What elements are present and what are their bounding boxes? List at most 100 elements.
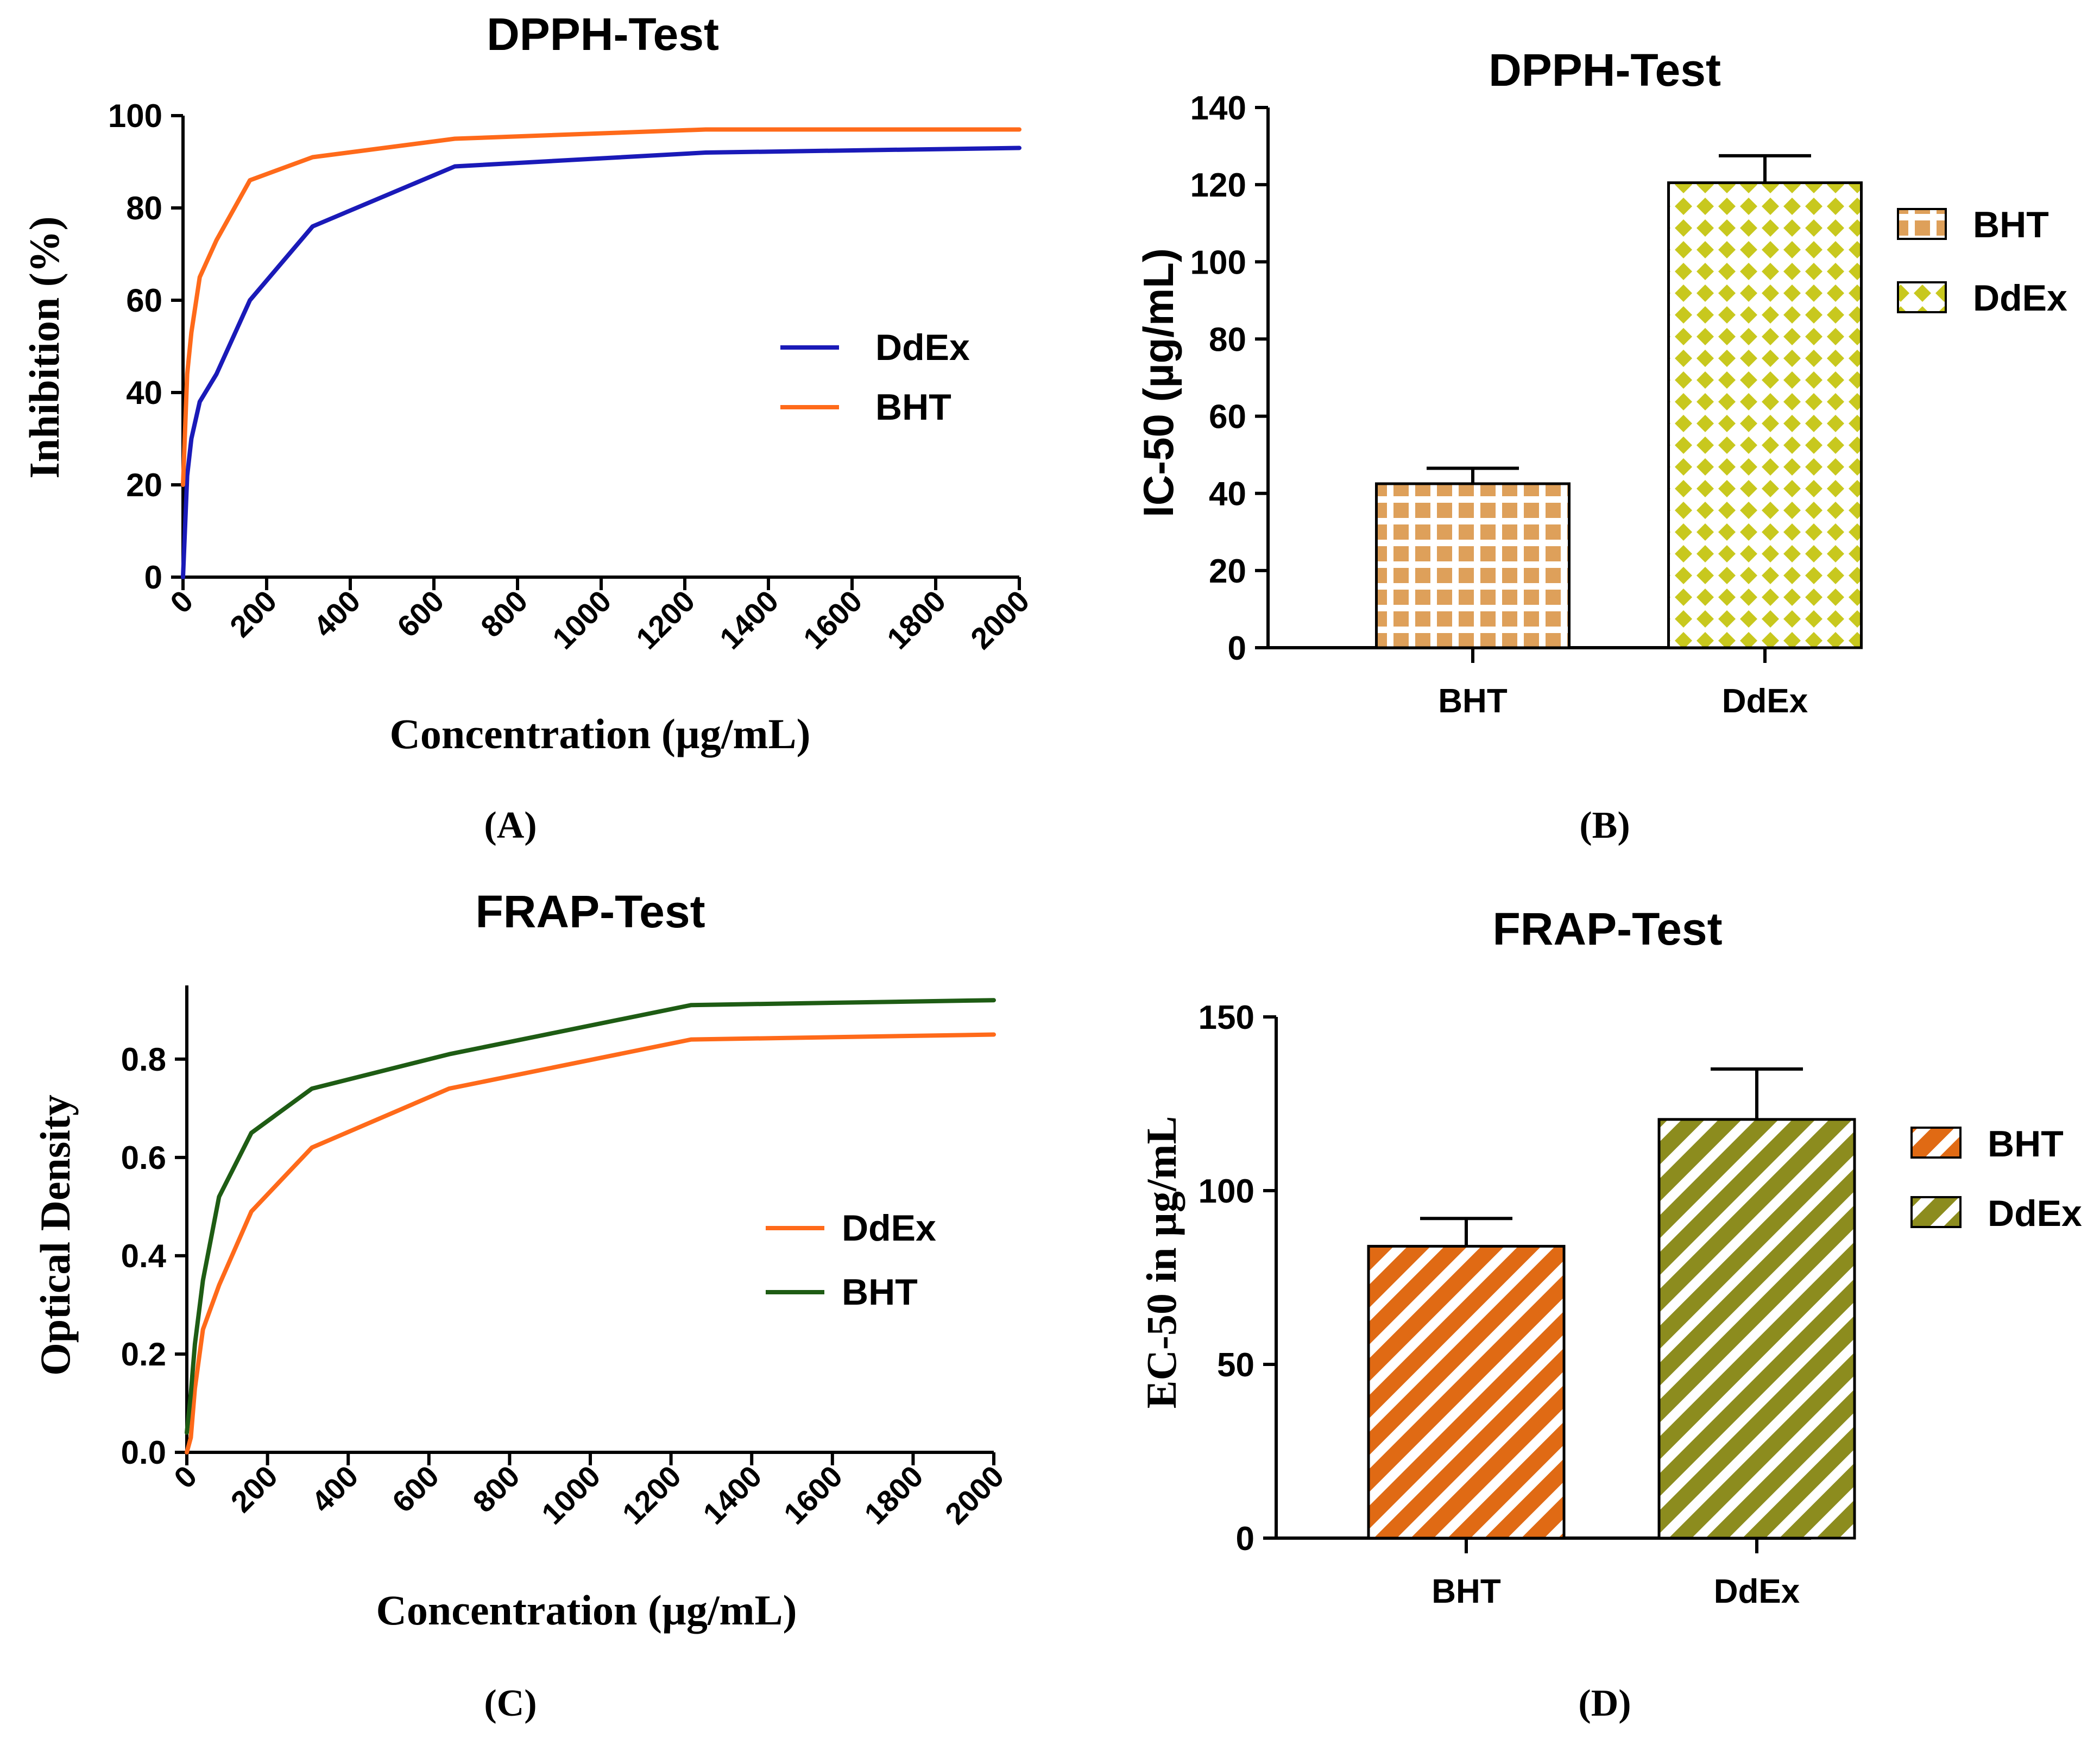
panel-b-y-tick-label: 100 — [1190, 244, 1246, 281]
panel-b-legend-bht: BHT — [1973, 204, 2049, 245]
panel-d-legend-ddex: DdEx — [1988, 1193, 2082, 1234]
panel-a-x-tick-label: 1800 — [880, 584, 953, 656]
panel-a-line-chart: DPPH-Test 0 20 40 60 80 100 0 200 400 600 800 1000… — [21, 9, 1036, 846]
panel-c-x-tick-label: 600 — [386, 1459, 446, 1519]
panel-c-label: (C) — [484, 1683, 537, 1724]
panel-a-y-tick-label: 20 — [126, 467, 162, 503]
panel-d-bars: BHT DdEx — [1367, 1067, 1856, 1610]
panel-d-legend-bht: BHT — [1988, 1123, 2064, 1165]
panel-b-legend-swatch-bht — [1897, 208, 1947, 240]
panel-d-x-tick-label: DdEx — [1714, 1573, 1800, 1610]
panel-b-x-tick-label: BHT — [1438, 682, 1508, 720]
panel-c-x-tick-label: 1000 — [535, 1459, 607, 1531]
panel-d-y-tick-label: 50 — [1217, 1346, 1254, 1384]
panel-a-legend: DdEx BHT — [780, 327, 970, 428]
panel-a-line-bht — [181, 127, 1021, 487]
panel-d-y-tick-label: 150 — [1199, 999, 1254, 1036]
panel-d-title: FRAP-Test — [1492, 903, 1722, 954]
panel-d-bar-ddex — [1657, 1118, 1856, 1540]
panel-b-legend-ddex: DdEx — [1973, 277, 2067, 319]
panel-b-legend-swatch-ddex — [1897, 281, 1947, 313]
panel-c-line-ddex — [185, 1032, 996, 1455]
panel-a-series — [181, 127, 1021, 579]
panel-a-line-ddex — [181, 146, 1021, 579]
panel-a-y-tick-label: 80 — [126, 190, 162, 226]
panel-b-y-tick-label: 20 — [1209, 553, 1246, 590]
panel-a-y-tick-label: 40 — [126, 375, 162, 411]
panel-b-y-tick-label: 60 — [1209, 399, 1246, 436]
panel-c-legend: DdEx BHT — [766, 1207, 936, 1313]
panel-b-bar-bht — [1375, 482, 1571, 649]
panel-d-legend: BHT DdEx — [1910, 1123, 2082, 1234]
panel-c-x-tick-label: 800 — [466, 1459, 526, 1519]
panel-c-y-tick-label: 0.2 — [121, 1336, 166, 1373]
panel-c-series — [185, 998, 996, 1455]
panel-b-y-tick-label: 80 — [1209, 321, 1246, 358]
panel-a-xlabel: Concentration (µg/mL) — [389, 710, 810, 757]
panel-c-x-tick-label: 1400 — [696, 1459, 768, 1531]
panel-d-ylabel: EC-50 in µg/mL — [1138, 1116, 1185, 1409]
panel-b-title: DPPH-Test — [1489, 45, 1721, 96]
panel-a-label: (A) — [484, 805, 537, 846]
panel-a-ylabel: Inhibition (%) — [21, 216, 68, 478]
panel-c-xlabel: Concentration (µg/mL) — [376, 1586, 797, 1634]
panel-a-x-tick-label: 800 — [474, 584, 534, 644]
panel-d-legend-swatch-bht — [1910, 1127, 1962, 1159]
panel-b-y-ticks: 0 20 40 60 80 100 120 140 — [1190, 90, 1268, 667]
panel-a-legend-ddex: DdEx — [875, 327, 970, 368]
panel-c-x-tick-label: 1800 — [857, 1459, 930, 1531]
panel-a-x-tick-label: 1600 — [797, 584, 869, 656]
panel-c-legend-ddex: DdEx — [842, 1207, 936, 1249]
panel-c-x-tick-label: 1200 — [615, 1459, 688, 1531]
panel-c-y-tick-label: 0.0 — [121, 1434, 166, 1471]
panel-c-y-tick-label: 0.4 — [121, 1238, 167, 1274]
panel-b-x-tick-label: DdEx — [1722, 682, 1808, 720]
panel-a-x-tick-label: 600 — [390, 584, 451, 644]
panel-c-y-ticks: 0.0 0.2 0.4 0.6 0.8 — [121, 1041, 187, 1471]
panel-a-title: DPPH-Test — [487, 9, 719, 60]
panel-b-ylabel: IC-50 (µg/mL) — [1134, 248, 1182, 517]
panel-d-y-ticks: 0 50 100 150 — [1199, 999, 1276, 1558]
panel-c-x-tick-label: 2000 — [938, 1459, 1011, 1531]
panel-d-label: (D) — [1578, 1683, 1631, 1724]
panel-d-y-tick-label: 100 — [1199, 1173, 1254, 1210]
panel-a-x-tick-label: 1000 — [546, 584, 618, 656]
panel-b-y-tick-label: 0 — [1228, 630, 1246, 667]
panel-a-x-tick-label: 200 — [223, 584, 283, 644]
panel-a-y-tick-label: 60 — [126, 282, 162, 319]
panel-c-ylabel: Optical Density — [31, 1095, 79, 1376]
panel-c-line-bht — [185, 998, 996, 1435]
panel-c-title: FRAP-Test — [475, 886, 705, 937]
panel-c-x-tick-label: 1600 — [777, 1459, 849, 1531]
panel-a-legend-bht: BHT — [875, 387, 951, 428]
panel-a-y-tick-label: 100 — [108, 98, 162, 134]
panel-c-x-tick-label: 400 — [305, 1459, 365, 1519]
panel-b-y-tick-label: 140 — [1190, 90, 1246, 127]
panel-c-y-tick-label: 0.8 — [121, 1041, 166, 1078]
panel-b-y-tick-label: 40 — [1209, 476, 1246, 513]
panel-a-y-tick-label: 0 — [144, 559, 162, 596]
panel-a-x-ticks: 0 200 400 600 800 1000 1200 1400 1600 1800 2000 — [163, 577, 1036, 656]
panel-d-legend-swatch-ddex — [1910, 1196, 1962, 1228]
panel-a-y-ticks: 0 20 40 60 80 100 — [108, 98, 183, 596]
panel-a-x-tick-label: 2000 — [964, 584, 1036, 656]
panel-c-line-chart: FRAP-Test 0.00.20.40.60.8 0 200 400 600 800 1… — [31, 886, 1010, 1724]
panel-d-bar-chart: FRAP-Test 0 50 100 150 BHT DdEx EC-50 in µg/… — [1138, 903, 2082, 1724]
panel-c-x-tick-label: 200 — [224, 1459, 284, 1519]
panel-d-y-tick-label: 0 — [1236, 1520, 1254, 1558]
panel-b-bar-chart: DPPH-Test 0 20 40 60 80 100 120 140 BHT DdEx IC-… — [1134, 45, 2067, 846]
panel-a-x-tick-label: 1200 — [629, 584, 702, 656]
panel-d-bar-bht — [1367, 1244, 1566, 1540]
panel-c-legend-bht: BHT — [842, 1272, 918, 1313]
panel-b-bars: BHT DdEx — [1375, 154, 1863, 720]
panel-c-y-tick-label: 0.6 — [121, 1140, 166, 1176]
panel-b-bar-ddex — [1667, 181, 1863, 649]
panel-b-legend: BHT DdEx — [1897, 204, 2067, 319]
panel-d-x-tick-label: BHT — [1431, 1573, 1501, 1610]
panel-a-x-tick-label: 1400 — [713, 584, 785, 656]
panel-a-x-tick-label: 400 — [307, 584, 367, 644]
panel-b-label: (B) — [1579, 805, 1630, 846]
panel-c-x-ticks: 0 200 400 600 800 1000 1200 1400 1600 1800 2000 — [167, 1452, 1011, 1531]
panel-b-y-tick-label: 120 — [1190, 167, 1246, 204]
